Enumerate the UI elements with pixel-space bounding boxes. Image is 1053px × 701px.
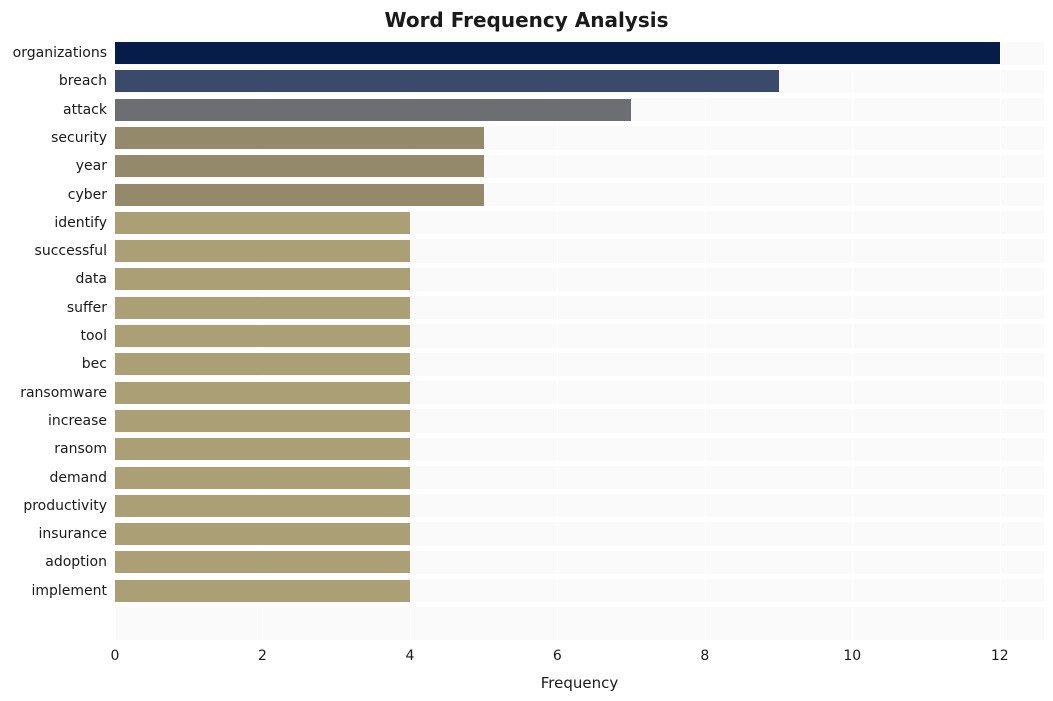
- bar: [115, 495, 410, 517]
- x-gridline: [852, 39, 853, 640]
- bar: [115, 410, 410, 432]
- row-divider: [115, 93, 1044, 98]
- bar: [115, 184, 484, 206]
- plot-area: 024681012organizationsbreachattacksecuri…: [115, 39, 1044, 640]
- row-divider: [115, 234, 1044, 239]
- y-tick-label: successful: [35, 243, 115, 259]
- bar: [115, 268, 410, 290]
- row-divider: [115, 546, 1044, 551]
- y-tick-label: insurance: [39, 526, 115, 542]
- row-divider: [115, 376, 1044, 381]
- row-divider: [115, 65, 1044, 70]
- bar: [115, 297, 410, 319]
- y-tick-label: suffer: [67, 300, 115, 316]
- x-gridline: [1000, 39, 1001, 640]
- y-tick-label: increase: [48, 413, 115, 429]
- bar: [115, 551, 410, 573]
- x-gridline: [705, 39, 706, 640]
- bar: [115, 523, 410, 545]
- row-divider: [115, 602, 1044, 607]
- bar: [115, 325, 410, 347]
- x-axis-label: Frequency: [115, 674, 1044, 692]
- x-tick-label: 12: [991, 640, 1009, 664]
- y-tick-label: implement: [31, 583, 115, 599]
- y-tick-label: security: [51, 130, 115, 146]
- y-tick-label: cyber: [68, 187, 115, 203]
- bar: [115, 240, 410, 262]
- chart-title: Word Frequency Analysis: [0, 8, 1053, 32]
- bar: [115, 212, 410, 234]
- row-divider: [115, 319, 1044, 324]
- x-gridline: [557, 39, 558, 640]
- row-divider: [115, 291, 1044, 296]
- row-divider: [115, 150, 1044, 155]
- y-tick-label: year: [76, 158, 115, 174]
- y-tick-label: data: [75, 271, 115, 287]
- y-tick-label: adoption: [45, 554, 115, 570]
- row-divider: [115, 178, 1044, 183]
- row-divider: [115, 263, 1044, 268]
- bar: [115, 438, 410, 460]
- y-tick-label: breach: [59, 73, 115, 89]
- x-tick-label: 0: [111, 640, 120, 664]
- row-divider: [115, 574, 1044, 579]
- bar: [115, 70, 779, 92]
- y-tick-label: organizations: [13, 45, 115, 61]
- row-divider: [115, 489, 1044, 494]
- row-divider: [115, 121, 1044, 126]
- word-frequency-chart: Word Frequency Analysis 024681012organiz…: [0, 0, 1053, 701]
- bar: [115, 127, 484, 149]
- row-divider: [115, 517, 1044, 522]
- row-divider: [115, 461, 1044, 466]
- y-tick-label: attack: [63, 102, 115, 118]
- x-tick-label: 8: [700, 640, 709, 664]
- x-tick-label: 6: [553, 640, 562, 664]
- bar: [115, 580, 410, 602]
- bar: [115, 42, 1000, 64]
- x-tick-label: 10: [843, 640, 861, 664]
- bar: [115, 155, 484, 177]
- y-tick-label: productivity: [23, 498, 115, 514]
- bar: [115, 353, 410, 375]
- bar: [115, 99, 631, 121]
- y-tick-label: ransomware: [20, 385, 115, 401]
- y-tick-label: bec: [82, 356, 115, 372]
- row-divider: [115, 206, 1044, 211]
- bar: [115, 382, 410, 404]
- y-tick-label: ransom: [54, 441, 115, 457]
- x-tick-label: 2: [258, 640, 267, 664]
- bar: [115, 467, 410, 489]
- y-tick-label: identify: [54, 215, 115, 231]
- y-tick-label: tool: [80, 328, 115, 344]
- y-tick-label: demand: [50, 470, 115, 486]
- row-divider: [115, 404, 1044, 409]
- row-divider: [115, 37, 1044, 42]
- row-divider: [115, 348, 1044, 353]
- x-tick-label: 4: [405, 640, 414, 664]
- row-divider: [115, 433, 1044, 438]
